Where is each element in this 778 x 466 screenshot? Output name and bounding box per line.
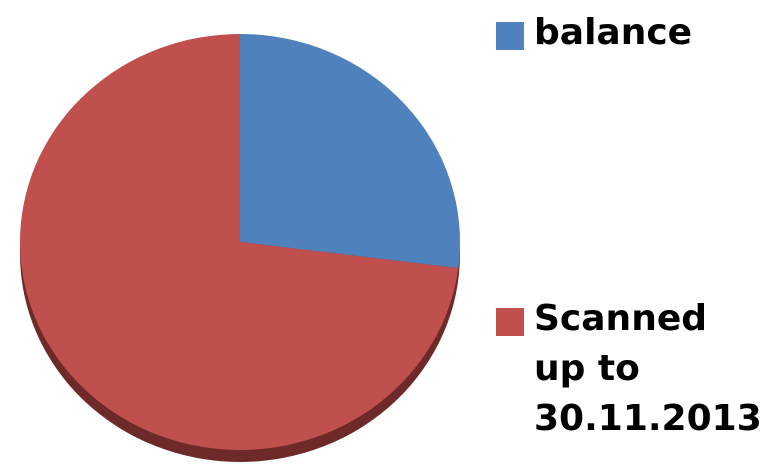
pie-slice-1 [20, 34, 459, 450]
pie-slices [20, 34, 461, 450]
legend-label-scanned: Scanned up to 30.11.2013 [534, 298, 762, 439]
pie-slice-0 [240, 34, 461, 269]
legend-label-balance: balance [534, 12, 693, 53]
legend-swatch-scanned [496, 308, 524, 336]
legend-entry-balance: balance [496, 8, 692, 58]
legend-swatch-balance [496, 22, 524, 50]
legend-entry-scanned: Scanned up to 30.11.2013 [496, 294, 766, 444]
